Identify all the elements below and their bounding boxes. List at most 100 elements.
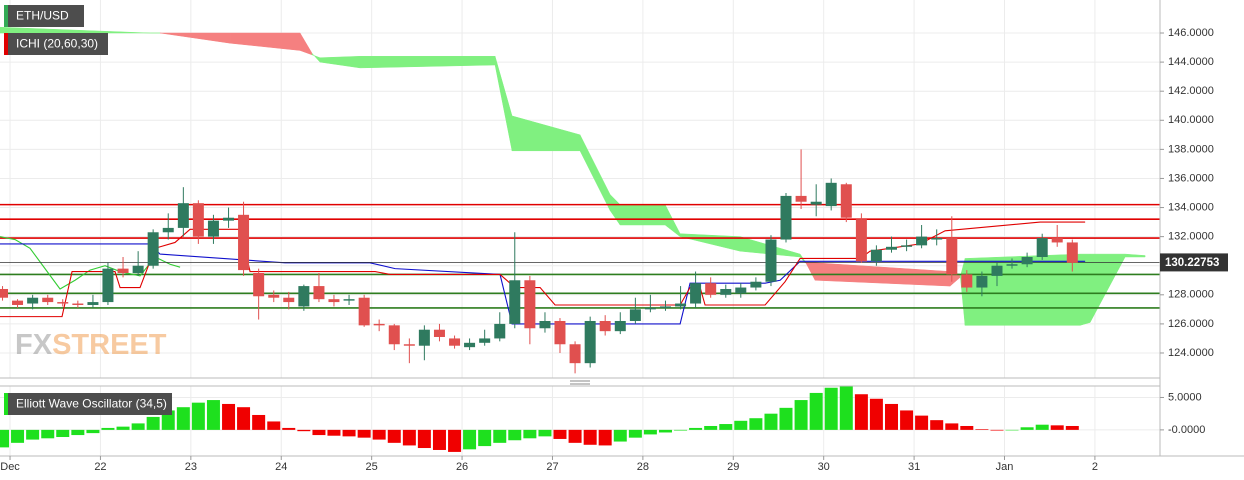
oscillator-bar: [267, 421, 281, 430]
last-price-label: 130.22753: [1165, 257, 1219, 269]
oscillator-bar: [824, 387, 838, 430]
y-tick-label: 136.0000: [1168, 172, 1214, 184]
oscillator-bar: [237, 407, 251, 430]
candle-body: [509, 280, 521, 324]
oscillator-bar: [809, 392, 823, 430]
y-tick-label: 138.0000: [1168, 143, 1214, 155]
axes: 124.0000126.0000128.0000130.0000132.0000…: [0, 27, 1228, 473]
x-tick-label: 27: [546, 461, 558, 473]
watermark-street: STREET: [52, 329, 167, 361]
x-tick-label: 24: [275, 461, 287, 473]
oscillator-label[interactable]: Elliott Wave Oscillator (34,5): [4, 393, 172, 415]
candle-body: [177, 203, 189, 228]
candle-body: [358, 297, 370, 326]
oscillator-bar: [975, 429, 989, 430]
candle-body: [946, 238, 958, 275]
y-tick-label: 146.0000: [1168, 27, 1214, 39]
oscillator-bar: [297, 429, 311, 432]
y-tick-label: 132.0000: [1168, 231, 1214, 243]
watermark: FXSTREET: [15, 329, 167, 361]
candle-body: [42, 297, 54, 303]
last-price-tag: [1160, 253, 1228, 272]
oscillator-bar: [779, 407, 793, 430]
oscillator-bar: [312, 429, 326, 436]
oscillator-bar: [674, 429, 688, 431]
candle-body: [870, 249, 882, 262]
candle-body: [855, 219, 867, 262]
oscillator-bar: [1065, 425, 1079, 430]
oscillator-bar: [327, 429, 341, 436]
candle-body: [449, 338, 461, 346]
oscillator-bar: [719, 424, 733, 430]
candle-body: [102, 268, 114, 303]
oscillator-bar: [628, 429, 642, 438]
candle-body: [132, 265, 144, 273]
candle-body: [659, 306, 671, 308]
candle-body: [343, 299, 355, 301]
x-tick-label: 30: [818, 461, 830, 473]
candle-body: [12, 300, 24, 305]
candle-body: [690, 283, 702, 304]
oscillator-bar: [900, 410, 914, 430]
oscillator-bar: [884, 403, 898, 430]
x-tick-label: 26: [456, 461, 468, 473]
candle-body: [117, 268, 129, 273]
oscillator-bar: [930, 420, 944, 430]
candle-body: [750, 281, 762, 288]
oscillator-bar: [222, 403, 236, 430]
oscillator-bar: [658, 429, 672, 433]
symbol: ETH/USD: [16, 9, 69, 23]
candle-body: [373, 323, 385, 326]
indicator-label[interactable]: ICHI (20,60,30): [4, 33, 108, 55]
candle-body: [840, 184, 852, 218]
candle-body: [675, 303, 687, 307]
candle-body: [554, 320, 566, 345]
candle-body: [1006, 264, 1018, 266]
candle-body: [720, 288, 732, 295]
candle-body: [479, 338, 491, 343]
candle-body: [780, 195, 792, 240]
x-tick-label: 23: [185, 461, 197, 473]
candle-body: [901, 245, 913, 247]
y-tick-label: 128.0000: [1168, 289, 1214, 301]
oscillator-bar: [493, 429, 507, 443]
oscillator-bar: [1020, 427, 1034, 430]
oscillator-bar: [101, 427, 115, 430]
oscillator-bar: [538, 429, 552, 437]
oscillator-bar: [764, 413, 778, 430]
candle-body: [961, 274, 973, 288]
candle-body: [313, 286, 325, 300]
candle-body: [765, 239, 777, 282]
candle-body: [433, 329, 445, 337]
candle-body: [328, 299, 340, 303]
candle-body: [464, 342, 476, 348]
oscillator-bar: [1035, 424, 1049, 430]
candle-body: [57, 302, 69, 304]
candle-body: [569, 344, 581, 364]
candle-body: [192, 203, 204, 237]
candle-body: [539, 320, 551, 329]
symbol-label[interactable]: ETH/USD: [4, 5, 84, 27]
candle-body: [72, 303, 84, 305]
oscillator-bar: [915, 415, 929, 430]
x-tick-label: 25: [366, 461, 378, 473]
candle-body: [388, 325, 400, 345]
oscillator-bar: [553, 429, 567, 439]
oscillator-bar: [839, 385, 853, 430]
x-tick-label: 28: [637, 461, 649, 473]
oscillator-bar: [583, 429, 597, 445]
oscillator-bar: [463, 429, 477, 450]
candle-body: [825, 182, 837, 207]
candle-body: [810, 201, 822, 205]
y-tick-label: 140.0000: [1168, 114, 1214, 126]
oscillator-bar: [704, 425, 718, 430]
oscillator-bar: [86, 429, 100, 434]
oscillator-bar: [689, 427, 703, 430]
oscillator-bar: [448, 429, 462, 452]
candle-body: [238, 214, 250, 271]
oscillator-bar: [1050, 425, 1064, 430]
panel-grip[interactable]: [570, 380, 590, 385]
oscillator-bar: [568, 429, 582, 443]
